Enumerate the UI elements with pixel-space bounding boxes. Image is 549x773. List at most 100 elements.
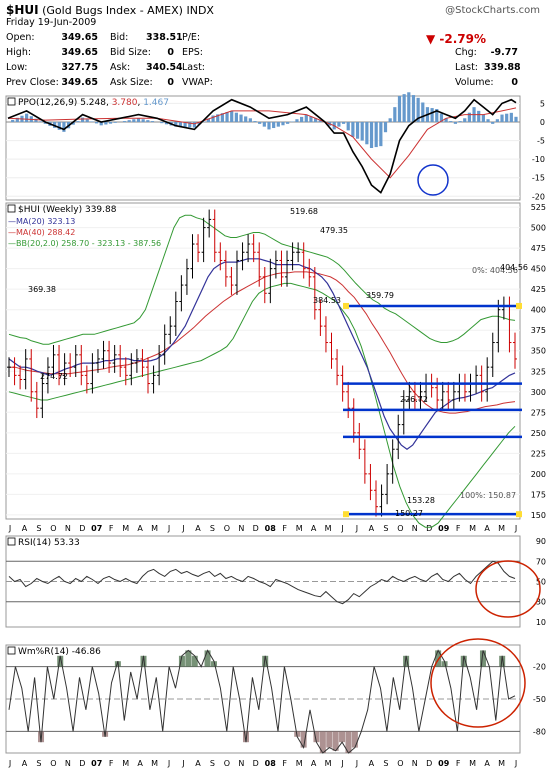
ppo-histogram-bar: [197, 122, 201, 125]
prev-close-value: 349.65: [61, 77, 98, 88]
ppo-histogram-bar: [239, 114, 243, 122]
ppo-histogram-bar: [295, 119, 299, 122]
ppo-histogram-bar: [346, 122, 350, 131]
price-tick-label: 525: [531, 203, 546, 212]
price-annotation: 369.38: [28, 285, 56, 294]
ppo-histogram-bar: [230, 110, 234, 122]
ppo-histogram-bar: [402, 94, 406, 122]
ppo-panel: [5, 95, 521, 201]
fib-anchor-marker: [343, 511, 349, 518]
ppo-highlight-circle: [417, 164, 449, 196]
ppo-histogram-bar: [300, 116, 304, 122]
ppo-histogram-bar: [25, 113, 29, 122]
ppo-histogram-bar: [127, 120, 131, 122]
ppo-histogram-bar: [164, 122, 169, 125]
ppo-histogram-bar: [225, 112, 229, 122]
williams-x-tick-label: 09: [438, 759, 450, 768]
ppo-histogram-bar: [430, 108, 434, 122]
ppo-histogram-bar: [477, 110, 481, 122]
prev-close-label: Prev Close:: [6, 77, 59, 88]
williams-x-tick-label: J: [167, 759, 170, 768]
williams-legend: Wm%R(14) -46.86: [18, 647, 101, 657]
price-tick-label: 400: [531, 306, 546, 315]
ppo-histogram-bar: [467, 112, 471, 122]
williams-x-tick-label: S: [36, 759, 41, 768]
rsi-highlight-circle: [475, 560, 541, 618]
rsi-line: [8, 560, 516, 605]
last-value: 339.88: [484, 62, 521, 73]
ppo-histogram-bar: [421, 102, 425, 122]
price-x-tick-label: A: [369, 524, 375, 533]
price-tick-label: 225: [531, 449, 546, 458]
ppo-histogram-bar: [220, 113, 224, 122]
williams-oversold-fill: [242, 731, 249, 743]
price-x-tick-label: 08: [265, 524, 277, 533]
williams-oversold-fill: [319, 731, 326, 753]
ppo-histogram-bar: [262, 122, 266, 127]
price-x-tick-label: D: [426, 524, 432, 533]
exchange: INDX: [186, 4, 214, 17]
bid-value: 338.51: [146, 32, 183, 43]
price-annotation: 384.53: [313, 296, 341, 305]
rsi-tick-label: 50: [536, 578, 546, 587]
williams-x-tick-label: A: [137, 759, 143, 768]
williams-tick-label: -20: [533, 663, 546, 672]
ppo-histogram-bar: [85, 119, 89, 122]
ppo-legend: PPO(12,26,9) 5.248, 3.780, 1.467: [18, 98, 169, 108]
williams-x-tick-label: 08: [265, 759, 277, 768]
chart-title: $HUI (Gold Bugs Index - AMEX) INDX: [6, 3, 214, 17]
williams-line: [8, 649, 516, 754]
ppo-tick-label: -5: [537, 137, 545, 146]
price-annotation: 150.27: [395, 509, 423, 518]
fib-anchor-marker: [516, 302, 522, 309]
ppo-histogram-bar: [379, 122, 383, 147]
ppo-histogram-bar: [486, 119, 490, 122]
price-tick-label: 150: [531, 511, 546, 520]
fib-anchor-marker: [516, 511, 522, 518]
index-name: (Gold Bugs Index - AMEX): [42, 4, 183, 17]
ppo-histogram-bar: [383, 122, 388, 133]
price-annotation: 153.28: [407, 496, 435, 505]
ppo-histogram-bar: [505, 113, 509, 122]
price-x-tick-label: J: [167, 524, 170, 533]
price-x-tick-label: A: [484, 524, 490, 533]
chg-value: -9.77: [490, 47, 518, 58]
price-x-tick-label: F: [282, 524, 287, 533]
ppo-histogram-bar: [71, 122, 75, 125]
ppo-histogram-bar: [458, 121, 462, 122]
ppo-histogram-bar: [43, 122, 47, 124]
ppo-histogram-bar: [192, 122, 197, 128]
williams-x-tick-label: O: [397, 759, 403, 768]
ppo-histogram-bar: [122, 121, 127, 122]
ppo-histogram-bar: [206, 118, 211, 122]
price-legend-swatch: [7, 204, 16, 213]
ppo-histogram-bar: [15, 117, 19, 122]
legend-ma20: —MA(20) 323.13: [8, 217, 75, 226]
williams-legend-swatch: [7, 646, 16, 655]
ppo-histogram-bar: [57, 122, 61, 130]
ppo-histogram-bar: [318, 120, 322, 122]
price-x-tick-label: J: [514, 524, 517, 533]
ask-value: 340.54: [146, 62, 183, 73]
williams-x-tick-label: A: [369, 759, 375, 768]
price-x-tick-label: M: [498, 524, 505, 533]
price-tick-label: 500: [531, 224, 546, 233]
williams-x-tick-label: J: [514, 759, 517, 768]
williams-overbought-fill: [191, 655, 198, 667]
williams-x-tick-label: J: [181, 759, 184, 768]
bb-lower-line: [8, 282, 516, 528]
williams-x-tick-label: S: [383, 759, 388, 768]
ppo-histogram-bar: [393, 107, 397, 122]
williams-oversold-fill: [332, 731, 339, 751]
williams-x-tick-label: N: [65, 759, 71, 768]
williams-x-tick-label: A: [311, 759, 317, 768]
ppo-histogram-bar: [108, 122, 113, 124]
ppo-histogram-bar: [304, 114, 308, 122]
ppo-histogram-bar: [104, 122, 108, 125]
ppo-histogram-bar: [99, 122, 103, 126]
price-x-tick-label: M: [296, 524, 303, 533]
price-x-tick-label: O: [50, 524, 56, 533]
ppo-histogram-bar: [136, 118, 141, 122]
price-tick-label: 275: [531, 408, 546, 417]
